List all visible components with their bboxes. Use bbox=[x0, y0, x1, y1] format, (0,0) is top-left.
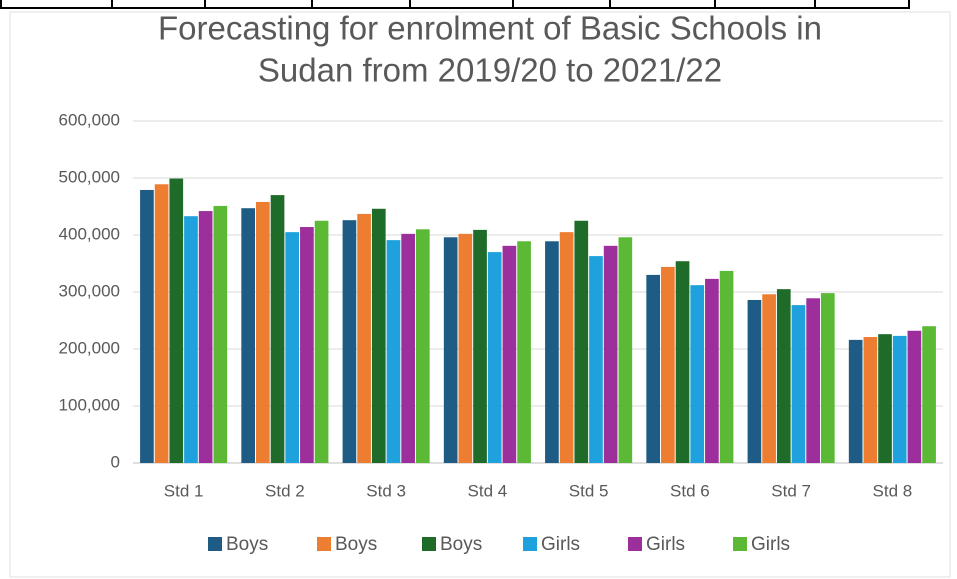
bar bbox=[473, 229, 487, 463]
bar bbox=[863, 337, 878, 463]
bar bbox=[415, 229, 430, 463]
bar bbox=[502, 245, 517, 463]
bar bbox=[574, 220, 589, 463]
legend-label: Girls bbox=[541, 534, 580, 555]
bar bbox=[342, 220, 357, 463]
bar bbox=[922, 326, 936, 463]
legend-swatch bbox=[733, 537, 747, 551]
bar bbox=[618, 237, 633, 463]
bar bbox=[314, 220, 329, 463]
legend-swatch bbox=[422, 537, 436, 551]
bar bbox=[285, 232, 300, 463]
legend-label: Boys bbox=[226, 534, 268, 555]
y-tick-label: 300,000 bbox=[59, 281, 120, 300]
x-tick-label: Std 2 bbox=[265, 481, 305, 500]
bar bbox=[154, 184, 169, 463]
y-tick-label: 600,000 bbox=[59, 110, 120, 129]
x-tick-label: Std 1 bbox=[164, 481, 204, 500]
legend-swatch bbox=[628, 537, 642, 551]
bar bbox=[213, 205, 228, 463]
bar bbox=[386, 240, 401, 463]
bar bbox=[198, 211, 213, 463]
bar bbox=[184, 216, 198, 463]
bar bbox=[487, 252, 502, 463]
x-tick-label: Std 5 bbox=[569, 481, 609, 500]
chart-title: Forecasting for enrolment of Basic Schoo… bbox=[158, 10, 822, 47]
bar bbox=[559, 232, 574, 463]
bar bbox=[907, 330, 922, 463]
bar bbox=[371, 208, 386, 463]
legend-label: Boys bbox=[335, 534, 377, 555]
legend-swatch bbox=[523, 537, 537, 551]
bar bbox=[892, 335, 907, 463]
bar bbox=[140, 189, 154, 463]
bar bbox=[646, 274, 661, 463]
bar bbox=[806, 298, 820, 463]
x-tick-label: Std 4 bbox=[468, 481, 508, 500]
y-tick-label: 400,000 bbox=[59, 224, 120, 243]
x-tick-label: Std 8 bbox=[873, 481, 913, 500]
bar bbox=[776, 289, 791, 463]
bar bbox=[256, 201, 270, 463]
bar bbox=[848, 339, 863, 463]
bar bbox=[762, 294, 776, 463]
y-tick-label: 200,000 bbox=[59, 338, 120, 357]
bar bbox=[357, 213, 371, 463]
bar bbox=[705, 278, 719, 463]
bar bbox=[241, 208, 256, 463]
bar bbox=[820, 293, 835, 463]
bar bbox=[661, 266, 675, 463]
legend-swatch bbox=[317, 537, 331, 551]
bar bbox=[603, 245, 618, 463]
bar bbox=[690, 285, 705, 463]
chart-border bbox=[9, 11, 951, 578]
bar bbox=[675, 261, 690, 463]
bar bbox=[169, 178, 184, 463]
y-tick-label: 500,000 bbox=[59, 167, 120, 186]
bar bbox=[791, 305, 806, 463]
chart-title: Sudan from 2019/20 to 2021/22 bbox=[258, 52, 722, 89]
bar bbox=[589, 256, 603, 463]
legend-label: Girls bbox=[646, 534, 685, 555]
table-border bbox=[0, 0, 910, 9]
bar bbox=[878, 334, 892, 463]
y-tick-label: 0 bbox=[111, 452, 120, 471]
bar bbox=[719, 270, 734, 463]
x-tick-label: Std 3 bbox=[366, 481, 406, 500]
legend-label: Girls bbox=[751, 534, 790, 555]
bar bbox=[458, 233, 473, 463]
x-tick-label: Std 7 bbox=[771, 481, 811, 500]
bar bbox=[443, 237, 458, 463]
bar bbox=[270, 195, 285, 463]
bar bbox=[545, 241, 559, 463]
y-tick-label: 100,000 bbox=[59, 395, 120, 414]
legend-swatch bbox=[208, 537, 222, 551]
bar bbox=[401, 233, 415, 463]
x-tick-label: Std 6 bbox=[670, 481, 710, 500]
bar bbox=[300, 227, 314, 463]
bar bbox=[517, 241, 531, 463]
bar bbox=[747, 299, 762, 463]
legend-label: Boys bbox=[440, 534, 482, 555]
